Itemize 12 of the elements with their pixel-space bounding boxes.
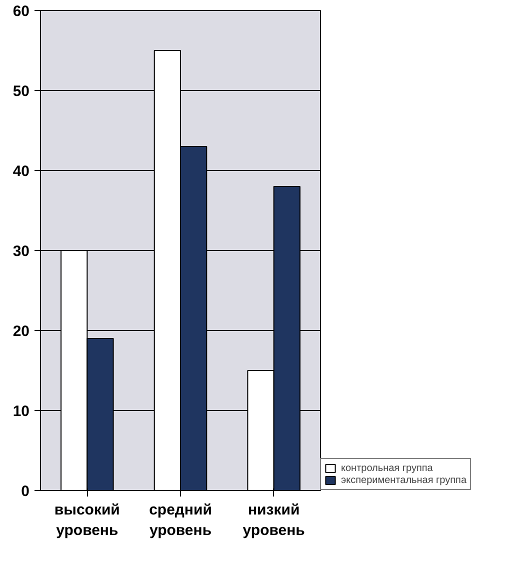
y-tick-label: 30 <box>12 243 30 260</box>
y-tick-label: 50 <box>12 83 30 100</box>
y-tick-label: 0 <box>21 483 30 500</box>
y-tick-label: 40 <box>12 163 30 180</box>
x-tick-label: средний уровень <box>149 502 212 539</box>
y-tick-label: 20 <box>12 323 30 340</box>
legend-label: контрольная группа <box>341 462 433 474</box>
x-tick-label: высокий уровень <box>54 502 120 539</box>
y-tick-label: 60 <box>12 3 30 20</box>
legend-label: экспериментальная группа <box>341 474 467 486</box>
y-tick-label: 10 <box>12 403 30 420</box>
x-tick-label: низкий уровень <box>242 502 305 539</box>
